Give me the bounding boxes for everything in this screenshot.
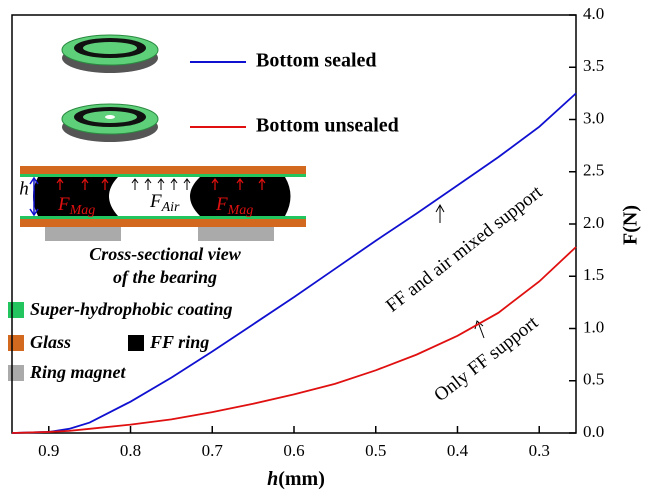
x-tick-label: 0.4 — [447, 441, 469, 460]
annotation: Only FF support — [430, 312, 542, 406]
gap-label: h — [19, 178, 29, 199]
annotation: FF and air mixed support — [382, 181, 547, 316]
y-tick-label: 1.0 — [583, 317, 604, 336]
y-tick-label: 4.0 — [583, 4, 604, 23]
swatch — [128, 335, 144, 351]
x-label-italic: h — [267, 468, 278, 490]
y-tick-label: 3.0 — [583, 108, 604, 127]
y-tick-label: 1.5 — [583, 265, 604, 284]
page: {"chart_data": {"type": "line", "x_label… — [0, 0, 650, 501]
legend-label: Bottom unsealed — [256, 115, 399, 137]
x-axis-label: h(mm) — [267, 468, 325, 490]
legend-label: Bottom sealed — [256, 50, 377, 72]
material-label: FF ring — [149, 332, 209, 352]
force-main: F — [215, 194, 228, 215]
y-tick-label: 3.5 — [583, 56, 604, 75]
ring-icon — [62, 35, 158, 73]
material-label: Super-hydrophobic coating — [30, 299, 233, 319]
x-tick-label: 0.5 — [365, 441, 386, 460]
material-label: Glass — [30, 332, 71, 352]
x-tick-label: 0.3 — [529, 441, 550, 460]
x-label-unit: (mm) — [278, 468, 325, 490]
y-tick-label: 2.0 — [583, 213, 604, 232]
force-sub: Air — [161, 200, 180, 215]
force-label: FAir — [149, 191, 180, 215]
chart: 0.9 0.8 0.7 0.6 0.5 0.4 0.3 0.0 0.5 1.0 1.5 2.0 2.5 3… — [0, 0, 650, 496]
x-tick-label: 0.9 — [38, 441, 59, 460]
force-sub: Mag — [69, 203, 96, 218]
series-line — [12, 247, 576, 433]
swatch — [8, 302, 24, 318]
x-tick-label: 0.8 — [120, 441, 141, 460]
y-tick-label: 0.0 — [583, 422, 604, 441]
x-tick-label: 0.6 — [283, 441, 304, 460]
caption: of the bearing — [113, 267, 217, 287]
swatch — [8, 335, 24, 351]
y-axis-label: F(N) — [620, 205, 642, 245]
force-main: F — [57, 194, 70, 215]
force-sub: Mag — [227, 203, 254, 218]
y-tick-label: 2.5 — [583, 161, 604, 180]
swatch — [8, 365, 24, 381]
y-tick-label: 0.5 — [583, 370, 604, 389]
caption: Cross-sectional view — [89, 244, 241, 264]
ring-icon — [62, 104, 158, 142]
material-label: Ring magnet — [29, 362, 127, 382]
x-tick-label: 0.7 — [202, 441, 224, 460]
arrow — [436, 205, 444, 223]
force-main: F — [149, 191, 162, 212]
